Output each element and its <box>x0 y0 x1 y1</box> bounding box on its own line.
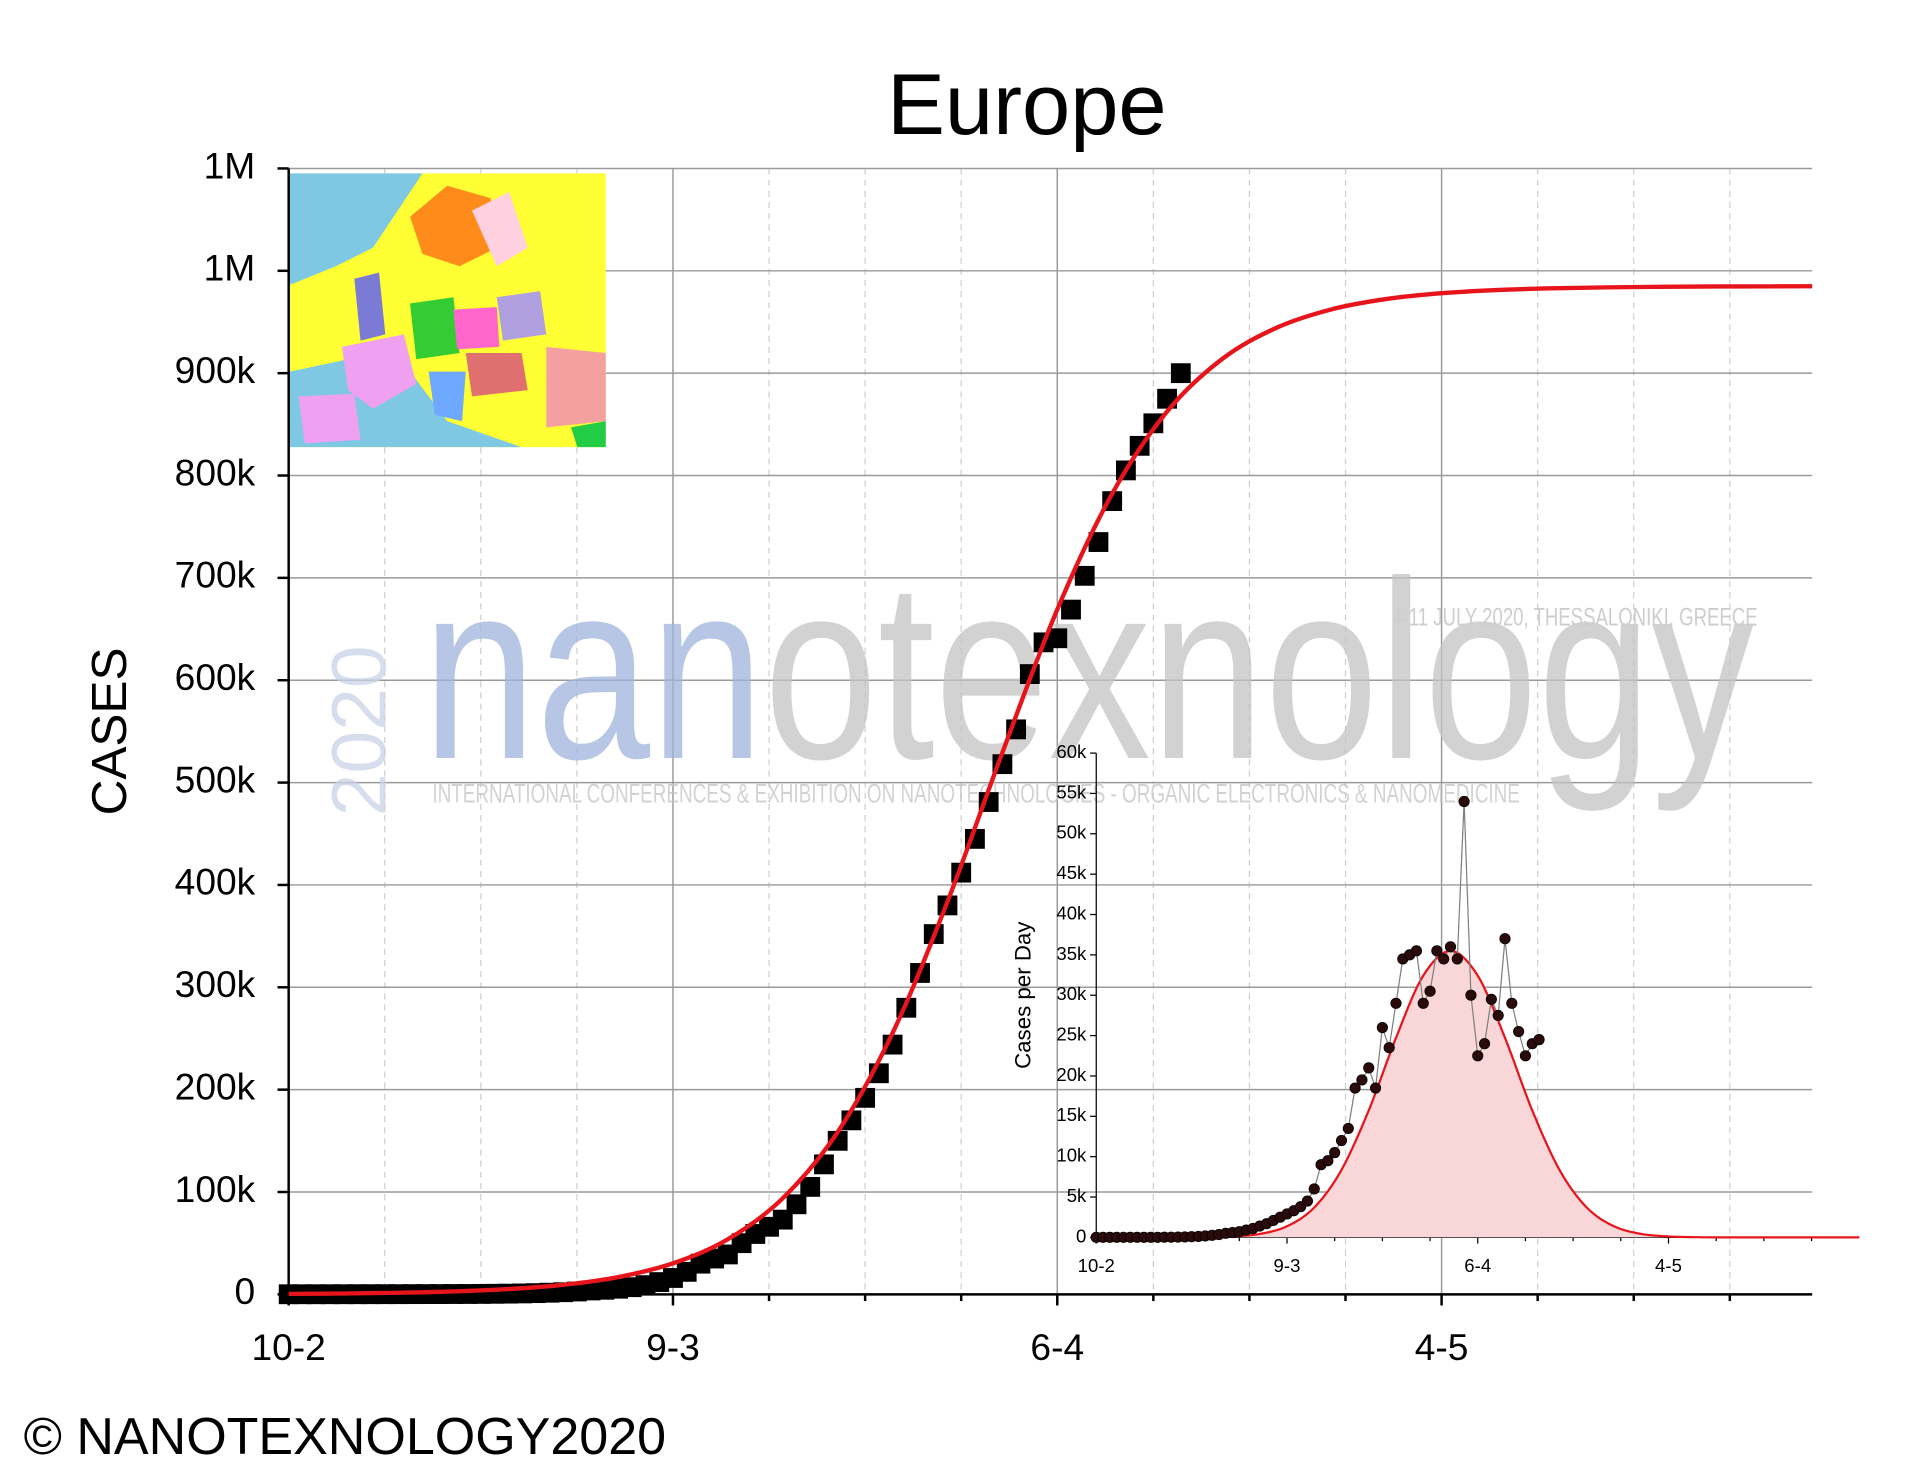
y-tick-label: 15k <box>1056 1104 1087 1125</box>
fit-line <box>288 284 1813 1297</box>
y-tick-label: 50k <box>1056 822 1087 843</box>
y-tick-label: 35k <box>1056 943 1087 964</box>
data-point <box>786 1194 807 1215</box>
data-point <box>1335 1134 1348 1147</box>
data-point <box>1424 985 1436 997</box>
data-point <box>1492 1009 1504 1021</box>
data-point <box>1458 795 1470 808</box>
x-tick-label: 4-5 <box>1655 1255 1682 1276</box>
data-point <box>1438 953 1450 965</box>
data-point <box>1431 945 1443 957</box>
y-tick-label: 800k <box>175 451 256 493</box>
data-point <box>1472 1050 1484 1062</box>
y-tick-label: 1M <box>204 247 256 289</box>
data-point <box>1061 599 1081 620</box>
y-tick-label: 500k <box>175 758 256 800</box>
data-point <box>1369 1082 1382 1094</box>
y-tick-label: 1M <box>204 144 256 186</box>
y-tick-label: 20k <box>1056 1064 1087 1085</box>
watermark-subtitle: INTERNATIONAL CONFERENCES & EXHIBITION O… <box>432 778 1520 809</box>
y-tick-label: 60k <box>1056 741 1087 762</box>
data-point <box>1506 997 1518 1009</box>
y-tick-label: 700k <box>175 554 256 596</box>
y-tick-label: 0 <box>1076 1225 1086 1246</box>
y-axis-title: Cases per Day <box>1010 921 1035 1069</box>
chart-title: Europe <box>887 57 1167 153</box>
data-point <box>1308 1183 1320 1195</box>
y-tick-label: 900k <box>175 349 256 391</box>
y-tick-label: 10k <box>1056 1145 1087 1166</box>
data-point <box>1444 941 1457 953</box>
y-axis-title: CASES <box>82 647 137 815</box>
data-point <box>1074 565 1095 586</box>
y-tick-label: 0 <box>235 1270 256 1312</box>
data-point <box>1363 1062 1375 1074</box>
watermark-year: 2020 <box>316 645 402 816</box>
y-tick-label: 30k <box>1056 983 1087 1004</box>
map-region <box>571 421 606 448</box>
map-region <box>453 307 500 350</box>
map-sea <box>289 173 423 285</box>
map-region <box>410 297 460 360</box>
data-point <box>1349 1082 1361 1094</box>
data-point <box>1356 1074 1368 1086</box>
data-point <box>1417 997 1429 1009</box>
y-tick-label: 600k <box>175 656 256 698</box>
data-point <box>1088 532 1109 552</box>
y-tick-label: 45k <box>1056 862 1087 883</box>
data-point <box>1322 1155 1334 1167</box>
data-point <box>1376 1021 1388 1034</box>
y-tick-label: 200k <box>175 1065 256 1107</box>
data-point <box>1410 945 1423 957</box>
data-point <box>1533 1034 1545 1046</box>
data-point <box>1451 953 1463 965</box>
x-tick-label: 9-3 <box>646 1326 700 1368</box>
data-point <box>1170 363 1191 384</box>
y-tick-label: 25k <box>1056 1023 1087 1044</box>
data-point <box>1519 1050 1532 1062</box>
data-point <box>1485 993 1497 1005</box>
data-point <box>1390 997 1402 1009</box>
y-tick-label: 5k <box>1067 1185 1087 1206</box>
fit-area <box>1096 950 1860 1238</box>
map-region <box>354 272 386 341</box>
map-region <box>496 291 547 341</box>
data-point <box>1047 628 1068 649</box>
data-point <box>1383 1042 1395 1054</box>
footer: © NANOTEXNOLOGY2020 <box>24 1408 667 1466</box>
y-tick-label: 300k <box>175 963 256 1005</box>
map-region <box>465 353 528 397</box>
map-region <box>428 371 466 422</box>
data-point <box>1342 1122 1354 1134</box>
x-tick-label: 6-4 <box>1030 1326 1084 1368</box>
data-point <box>1301 1195 1314 1207</box>
x-tick-label: 9-3 <box>1274 1255 1301 1276</box>
x-tick-label: 10-2 <box>1078 1255 1115 1276</box>
map-region <box>546 346 606 428</box>
y-tick-label: 400k <box>175 861 256 903</box>
data-point <box>1143 413 1164 434</box>
data-point <box>1499 933 1511 945</box>
data-point <box>1478 1038 1491 1050</box>
map-region <box>471 191 528 267</box>
map-region <box>341 334 417 409</box>
y-tick-label: 100k <box>175 1168 256 1210</box>
europe-map <box>289 173 606 448</box>
watermark-event: 4-11 JULY 2020, THESSALONIKI, GREECE <box>1392 605 1757 632</box>
data-point <box>1465 989 1477 1001</box>
data-point <box>772 1209 793 1230</box>
y-tick-label: 55k <box>1056 781 1087 802</box>
x-tick-label: 4-5 <box>1415 1326 1469 1368</box>
map-region <box>298 393 361 444</box>
data-point <box>1329 1147 1341 1159</box>
data-point <box>800 1176 821 1197</box>
data-point <box>1513 1025 1525 1038</box>
x-tick-label: 6-4 <box>1464 1255 1491 1276</box>
map-region <box>410 185 497 267</box>
y-tick-label: 40k <box>1056 902 1087 923</box>
x-tick-label: 10-2 <box>251 1326 325 1368</box>
